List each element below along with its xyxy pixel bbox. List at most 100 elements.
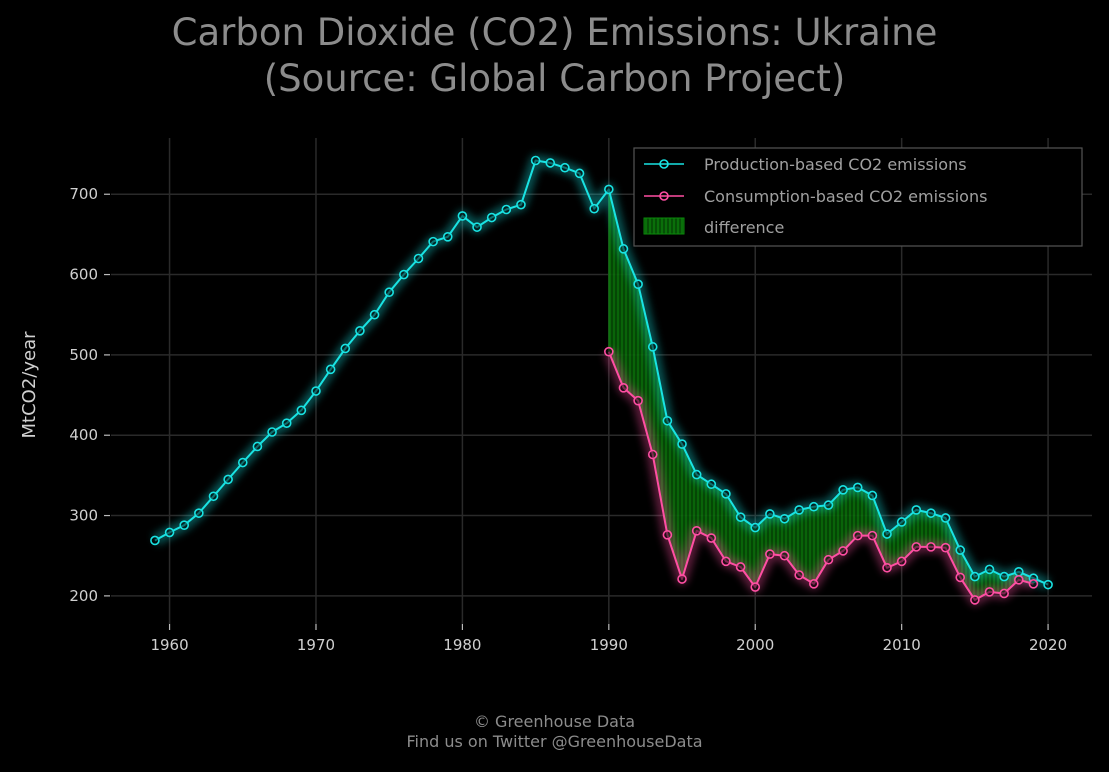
legend-item-difference: difference	[643, 217, 784, 237]
x-tick-label: 2020	[1029, 636, 1067, 654]
point-production	[823, 500, 834, 510]
point-consumption	[647, 449, 658, 460]
point-production	[428, 236, 438, 247]
point-production	[955, 545, 966, 555]
point-production	[281, 418, 292, 428]
point-production	[852, 482, 863, 493]
point-production	[413, 253, 424, 264]
point-production	[589, 203, 599, 214]
point-consumption	[618, 383, 629, 393]
point-production	[545, 158, 556, 168]
point-production	[384, 287, 394, 298]
legend-marker-production	[659, 159, 669, 169]
point-consumption	[604, 346, 614, 357]
point-consumption	[984, 587, 995, 597]
point-production	[735, 512, 746, 522]
point-consumption	[911, 542, 922, 552]
chart-title-line2: (Source: Global Carbon Project)	[263, 57, 846, 100]
legend-label-difference: difference	[704, 218, 784, 237]
point-production	[618, 244, 629, 254]
point-production	[501, 204, 512, 215]
point-production	[164, 527, 175, 538]
point-production	[794, 505, 804, 515]
point-production	[1013, 566, 1024, 577]
point-production	[691, 469, 702, 480]
point-production	[325, 364, 336, 375]
point-production	[457, 211, 468, 221]
point-consumption	[779, 550, 790, 561]
point-consumption	[633, 395, 643, 406]
point-consumption	[809, 579, 819, 589]
point-production	[750, 522, 761, 533]
x-tick-label: 1960	[150, 636, 188, 654]
point-production	[150, 535, 160, 546]
legend-marker-consumption	[659, 191, 669, 201]
y-tick-label: 400	[69, 426, 98, 444]
legend: Production-based CO2 emissions Consumpti…	[633, 147, 1083, 247]
point-production	[706, 479, 717, 490]
y-tick-label: 700	[69, 185, 98, 203]
y-tick-label: 200	[69, 587, 98, 605]
point-production	[882, 529, 892, 539]
axis-ticks: 1960 1970 1980 1990 2000 2010 2020 200 300 400 500…	[69, 185, 1067, 654]
point-production	[516, 199, 526, 210]
point-production	[399, 269, 409, 280]
legend-label-production: Production-based CO2 emissions	[704, 155, 967, 174]
point-production	[237, 457, 248, 468]
point-consumption	[955, 572, 966, 583]
point-production	[369, 309, 380, 320]
point-production	[662, 415, 673, 426]
point-production	[999, 571, 1009, 582]
point-production	[647, 342, 658, 352]
point-production	[472, 222, 482, 232]
point-consumption	[735, 562, 746, 572]
credit-line2: Find us on Twitter @GreenhouseData	[406, 732, 703, 751]
point-production	[311, 386, 321, 396]
point-consumption	[1013, 575, 1024, 585]
point-production	[296, 405, 307, 416]
point-production	[223, 474, 233, 485]
point-consumption	[794, 570, 804, 580]
credit: © Greenhouse Data Find us on Twitter @Gr…	[0, 712, 1109, 752]
point-production	[1043, 579, 1053, 590]
legend-frame	[633, 147, 1083, 247]
y-axis-label: MtCO2/year	[19, 331, 40, 439]
chart-area: 1960 1970 1980 1990 2000 2010 2020 200 300 400 500…	[19, 138, 1092, 654]
point-production	[486, 212, 497, 223]
point-consumption	[765, 549, 775, 559]
point-production	[252, 441, 263, 452]
point-production	[677, 439, 687, 449]
point-consumption	[970, 595, 980, 605]
chart-title: Carbon Dioxide (CO2) Emissions: Ukraine …	[0, 10, 1109, 102]
point-production	[530, 155, 541, 166]
point-production	[267, 427, 277, 437]
point-production	[984, 564, 995, 575]
point-production	[194, 508, 204, 518]
point-production	[574, 168, 585, 179]
y-tick-label: 600	[69, 266, 98, 284]
point-consumption	[852, 530, 863, 541]
legend-item-production: Production-based CO2 emissions	[644, 155, 967, 174]
point-consumption	[691, 526, 702, 536]
point-production	[340, 343, 351, 354]
point-production	[633, 279, 643, 290]
point-production	[926, 508, 936, 518]
legend-item-consumption: Consumption-based CO2 emissions	[644, 187, 987, 206]
legend-label-consumption: Consumption-based CO2 emissions	[704, 187, 987, 206]
point-consumption	[926, 542, 936, 552]
point-consumption	[721, 556, 731, 567]
point-production	[940, 513, 951, 523]
point-production	[765, 509, 775, 519]
point-production	[355, 325, 365, 336]
x-tick-label: 1990	[590, 636, 628, 654]
point-consumption	[662, 530, 673, 540]
point-consumption	[750, 582, 761, 592]
point-consumption	[823, 554, 834, 565]
point-consumption	[882, 562, 892, 573]
point-consumption	[1028, 579, 1039, 589]
point-production	[911, 505, 922, 515]
point-production	[179, 520, 190, 530]
point-production	[560, 162, 570, 173]
point-production	[442, 232, 453, 242]
point-production	[208, 491, 219, 502]
